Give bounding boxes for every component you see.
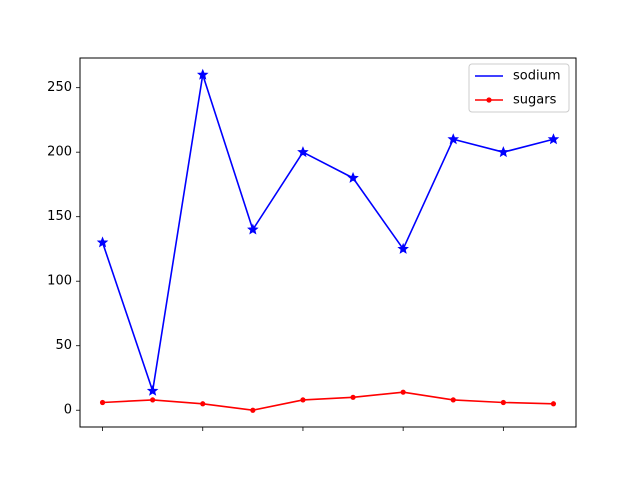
sodium-point <box>196 68 209 80</box>
sodium-line <box>101 73 554 392</box>
y-tick-label: 150 <box>47 209 72 224</box>
y-tick-label: 250 <box>47 80 72 95</box>
sugars-point <box>550 401 557 407</box>
sugars-point <box>500 399 506 406</box>
sodium-point <box>447 133 460 145</box>
sugars-point <box>350 394 356 400</box>
y-tick-label: 200 <box>47 145 72 160</box>
legend: sodium sugars <box>468 63 570 113</box>
y-tick-label: 50 <box>55 338 72 353</box>
sugars-point <box>99 399 106 406</box>
y-tick-label: 100 <box>47 274 72 289</box>
y-axis: 0 50 100 150 200 250 <box>47 80 80 418</box>
sugars-point <box>400 389 406 395</box>
legend-marker <box>486 97 492 103</box>
sugars-point <box>250 407 256 413</box>
sugars-point <box>450 397 456 403</box>
x-axis <box>102 427 504 431</box>
sodium-point <box>347 171 359 183</box>
sodium-point <box>497 146 510 158</box>
series-sodium <box>96 68 560 396</box>
sodium-point <box>297 146 309 158</box>
sodium-point <box>96 236 109 248</box>
sodium-point <box>397 242 409 254</box>
sodium-point <box>247 223 259 235</box>
sodium-point <box>547 133 560 145</box>
sodium-point <box>146 384 159 396</box>
sugars-point <box>200 401 206 407</box>
legend-label: sodium <box>513 69 561 84</box>
legend-entry-sugars: sugars <box>475 93 557 108</box>
legend-entry-sodium: sodium <box>475 69 561 84</box>
legend-label: sugars <box>513 93 557 108</box>
sugars-point <box>300 397 306 403</box>
sugars-point <box>150 397 156 403</box>
series-sugars <box>99 389 557 413</box>
sugars-line <box>102 391 554 412</box>
plot-frame <box>79 57 577 428</box>
y-tick-label: 0 <box>64 403 72 418</box>
